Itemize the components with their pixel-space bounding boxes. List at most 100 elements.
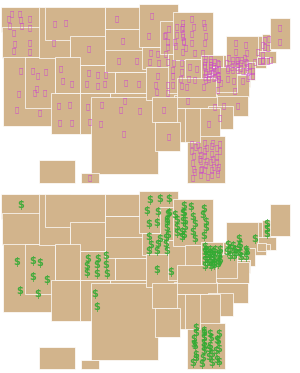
Text: ✋: ✋: [194, 144, 198, 150]
Text: $: $: [202, 217, 208, 227]
Text: $: $: [94, 260, 100, 270]
Text: $: $: [210, 250, 217, 260]
Text: $: $: [212, 346, 219, 356]
Bar: [154, 122, 180, 151]
Text: ✋: ✋: [203, 68, 208, 75]
Text: ✋: ✋: [193, 76, 197, 83]
Text: ✋: ✋: [241, 67, 245, 74]
Text: $: $: [34, 289, 41, 299]
Text: ✋: ✋: [180, 26, 184, 32]
Text: ✋: ✋: [190, 40, 194, 46]
Text: ✋: ✋: [202, 153, 207, 159]
Text: $: $: [173, 228, 180, 238]
Bar: [160, 207, 191, 240]
Bar: [187, 323, 225, 369]
Text: ✋: ✋: [199, 165, 204, 172]
Text: ✋: ✋: [86, 46, 91, 52]
Text: ✋: ✋: [69, 80, 74, 87]
Bar: [227, 260, 250, 273]
Bar: [177, 265, 215, 283]
Text: ✋: ✋: [208, 159, 213, 165]
Bar: [70, 36, 104, 65]
Text: ✋: ✋: [147, 32, 151, 39]
Text: $: $: [192, 323, 199, 333]
Bar: [262, 220, 272, 239]
Text: $: $: [209, 247, 216, 257]
Text: ✋: ✋: [260, 51, 265, 58]
Text: ✋: ✋: [212, 75, 216, 81]
Bar: [247, 248, 255, 266]
Text: ✋: ✋: [213, 73, 217, 80]
Text: ✋: ✋: [190, 140, 194, 147]
Text: ✋: ✋: [260, 41, 265, 47]
Text: ✋: ✋: [202, 20, 206, 26]
Text: ✋: ✋: [208, 70, 212, 77]
Text: $: $: [165, 208, 172, 218]
Text: $: $: [211, 245, 218, 255]
Text: $: $: [173, 222, 180, 232]
Text: ✋: ✋: [63, 19, 68, 26]
Text: ✋: ✋: [236, 102, 240, 109]
Bar: [177, 78, 215, 97]
Text: ✋: ✋: [28, 24, 32, 31]
Text: ✋: ✋: [11, 47, 16, 54]
Text: $: $: [202, 250, 209, 260]
Text: ✋: ✋: [207, 75, 211, 82]
Text: $: $: [178, 227, 184, 237]
Text: ✋: ✋: [43, 89, 47, 96]
Text: $: $: [230, 251, 237, 261]
Text: $: $: [200, 231, 207, 241]
Text: $: $: [153, 245, 160, 256]
Text: ✋: ✋: [202, 166, 207, 173]
Text: ✋: ✋: [236, 66, 240, 73]
Text: ✋: ✋: [57, 119, 62, 126]
Text: $: $: [164, 223, 170, 233]
Bar: [110, 93, 153, 117]
Text: ✋: ✋: [226, 55, 230, 62]
Text: $: $: [191, 219, 198, 229]
Bar: [70, 222, 104, 251]
Bar: [167, 240, 188, 280]
Text: $: $: [206, 258, 213, 268]
Bar: [39, 194, 70, 245]
Text: ✋: ✋: [202, 73, 207, 80]
Text: ✋: ✋: [262, 37, 266, 44]
Text: ✋: ✋: [248, 63, 252, 69]
Text: $: $: [198, 358, 205, 369]
Text: $: $: [210, 254, 217, 264]
Text: $: $: [203, 258, 210, 268]
Text: $: $: [210, 258, 217, 269]
Text: ✋: ✋: [122, 130, 126, 137]
Text: $: $: [163, 215, 170, 225]
Bar: [246, 260, 250, 270]
Bar: [203, 96, 247, 116]
Text: ✋: ✋: [98, 120, 103, 127]
Text: $: $: [164, 230, 171, 240]
Bar: [173, 12, 213, 60]
Text: ✋: ✋: [209, 171, 214, 178]
Text: $: $: [93, 302, 100, 312]
Text: $: $: [91, 289, 98, 299]
Text: $: $: [216, 255, 223, 264]
Text: ✋: ✋: [166, 133, 171, 140]
Text: ✋: ✋: [163, 32, 167, 39]
Bar: [115, 72, 152, 93]
Text: ✋: ✋: [267, 36, 271, 42]
Text: $: $: [145, 246, 152, 256]
Text: $: $: [145, 232, 152, 242]
Text: ✋: ✋: [173, 43, 178, 49]
Bar: [257, 238, 275, 250]
Text: $: $: [17, 200, 24, 210]
Text: $: $: [201, 254, 208, 264]
Text: $: $: [153, 218, 160, 228]
Text: $: $: [215, 357, 222, 367]
Bar: [197, 107, 220, 141]
Text: $: $: [102, 251, 109, 261]
Text: $: $: [208, 358, 215, 368]
Text: $: $: [191, 341, 198, 351]
Text: ✋: ✋: [96, 71, 100, 78]
Text: $: $: [200, 346, 207, 356]
Text: ✋: ✋: [185, 84, 189, 90]
Bar: [25, 244, 55, 294]
Text: ✋: ✋: [166, 43, 170, 50]
